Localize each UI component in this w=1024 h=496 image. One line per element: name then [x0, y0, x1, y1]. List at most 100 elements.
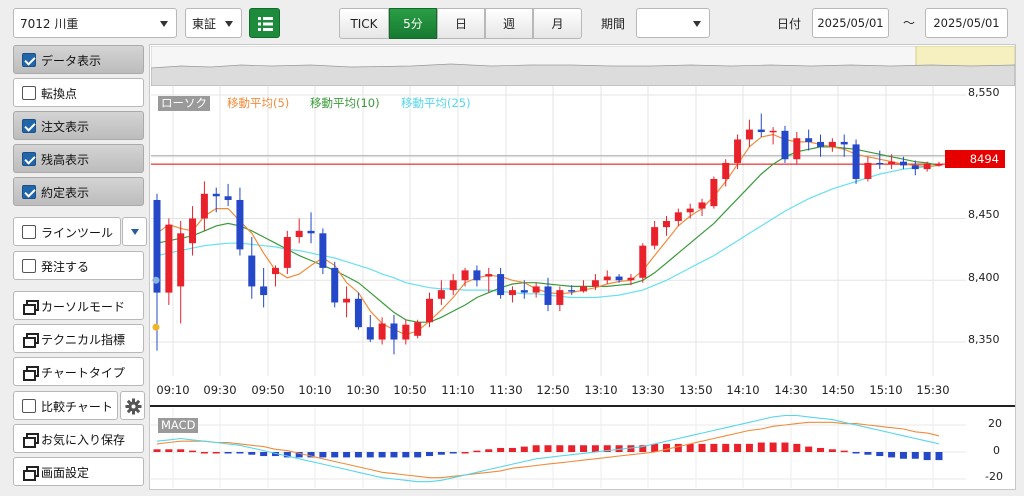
date-label: 日付: [777, 17, 802, 31]
candle-body: [899, 161, 907, 166]
date-to-input[interactable]: 2025/05/01: [925, 8, 1008, 38]
tab-week[interactable]: 週: [485, 8, 533, 39]
period-select[interactable]: [636, 8, 710, 38]
macd-histogram-bar: [200, 452, 208, 454]
checkbox-icon[interactable]: [22, 86, 36, 100]
sidebar-item-label: ラインツール: [41, 226, 114, 240]
tab-tick-label: TICK: [350, 16, 378, 31]
candle-body: [852, 144, 860, 179]
candle-body: [236, 199, 244, 250]
macd-histogram-bar: [378, 452, 386, 458]
xtick-label: 14:50: [821, 383, 855, 397]
sidebar-item-2[interactable]: 注文表示: [13, 111, 144, 140]
sidebar-item-4[interactable]: 約定表示: [13, 177, 144, 206]
candle-body: [437, 290, 445, 299]
macd-histogram-bar: [935, 452, 943, 461]
macd-histogram-bar: [319, 452, 327, 458]
macd-histogram-bar: [532, 445, 540, 452]
sidebar-item-label: お気に入り保存: [41, 433, 126, 447]
period-label: 期間: [601, 17, 626, 31]
market-select[interactable]: 東証: [185, 8, 242, 38]
tab-day[interactable]: 日: [437, 8, 485, 39]
candle-body: [520, 290, 528, 293]
candle-body: [722, 162, 730, 179]
sidebar-item-label: データ表示: [41, 54, 102, 68]
gear-icon: [125, 398, 142, 415]
macd-histogram-bar: [248, 452, 256, 455]
checkbox-checked-icon[interactable]: [22, 119, 36, 133]
candle-body: [307, 230, 315, 234]
macd-histogram-bar: [307, 452, 315, 458]
tab-tick[interactable]: TICK: [339, 8, 389, 39]
sidebar-item-5[interactable]: ラインツール: [13, 217, 147, 246]
legend-ma10: 移動平均(10): [310, 96, 380, 110]
xtick-label: 13:30: [631, 383, 665, 397]
candle-body: [153, 199, 161, 293]
macd-histogram-bar: [426, 452, 434, 457]
macd-histogram-bar: [817, 447, 825, 452]
sidebar-item-7[interactable]: カーソルモード: [13, 291, 144, 320]
interval-tabs: TICK 5分 日 週 月: [339, 8, 582, 39]
sidebar-item-0[interactable]: データ表示: [13, 45, 144, 74]
macd-histogram-bar: [710, 443, 718, 452]
macd-histogram-bar: [212, 452, 220, 454]
checkbox-icon[interactable]: [22, 399, 36, 413]
macd-histogram-bar: [544, 445, 552, 452]
tab-month[interactable]: 月: [533, 8, 582, 39]
candle-body: [769, 130, 777, 133]
sidebar-item-11[interactable]: お気に入り保存: [13, 424, 144, 453]
macd-histogram-bar: [366, 452, 374, 458]
legend-ma5: 移動平均(5): [227, 96, 290, 110]
sidebar-item-10[interactable]: 比較チャート: [13, 391, 145, 420]
sidebar-item-12[interactable]: 画面設定: [13, 457, 144, 486]
macd-histogram-bar: [769, 442, 777, 452]
candlestick-chart[interactable]: [151, 86, 966, 404]
macd-histogram-bar: [354, 452, 362, 458]
sidebar-item-label: チャートタイプ: [41, 366, 125, 380]
date-from-input[interactable]: 2025/05/01: [812, 8, 889, 38]
sidebar-item-6[interactable]: 発注する: [13, 251, 144, 280]
candle-body: [212, 193, 220, 197]
list-view-button[interactable]: [249, 8, 280, 38]
ytick-8400: 8,400: [968, 271, 1000, 284]
xtick-label: 15:30: [916, 383, 950, 397]
pane-divider[interactable]: [150, 405, 1015, 407]
checkbox-checked-icon[interactable]: [22, 152, 36, 166]
sidebar-item-9[interactable]: チャートタイプ: [13, 357, 144, 386]
candle-body: [497, 274, 505, 296]
chevron-down-icon: [131, 229, 139, 235]
xtick-label: 11:10: [441, 383, 475, 397]
symbol-select[interactable]: 7012 川重: [13, 8, 177, 38]
window-icon: [23, 333, 39, 348]
macd-histogram-bar: [461, 452, 469, 454]
window-icon: [23, 300, 39, 315]
candle-body: [177, 233, 185, 287]
sidebar-item-8[interactable]: テクニカル指標: [13, 324, 144, 353]
macd-chart[interactable]: [151, 408, 966, 488]
macd-histogram-bar: [473, 450, 481, 453]
overview-navigator[interactable]: [151, 46, 1015, 86]
checkbox-icon[interactable]: [22, 225, 36, 239]
candle-body: [544, 286, 552, 305]
checkbox-checked-icon[interactable]: [22, 185, 36, 199]
macd-histogram-bar: [911, 452, 919, 459]
market-select-value: 東証: [192, 16, 217, 31]
compare-settings-button[interactable]: [120, 391, 145, 420]
checkbox-checked-icon[interactable]: [22, 53, 36, 67]
candle-body: [888, 161, 896, 165]
macd-histogram-bar: [734, 443, 742, 452]
candle-body: [935, 164, 943, 166]
sidebar-item-1[interactable]: 転換点: [13, 78, 144, 107]
xtick-label: 13:50: [679, 383, 713, 397]
sidebar-item-3[interactable]: 残高表示: [13, 144, 144, 173]
tab-5min[interactable]: 5分: [389, 8, 437, 39]
ma25-line: [156, 164, 940, 299]
macd-line: [156, 414, 940, 483]
macd-histogram-bar: [686, 443, 694, 452]
window-icon: [23, 433, 39, 448]
checkbox-icon[interactable]: [22, 259, 36, 273]
macd-histogram-bar: [153, 449, 161, 452]
overview-area: [151, 63, 1015, 86]
macd-histogram-bar: [876, 452, 884, 457]
line-tool-dropdown[interactable]: [122, 217, 147, 246]
